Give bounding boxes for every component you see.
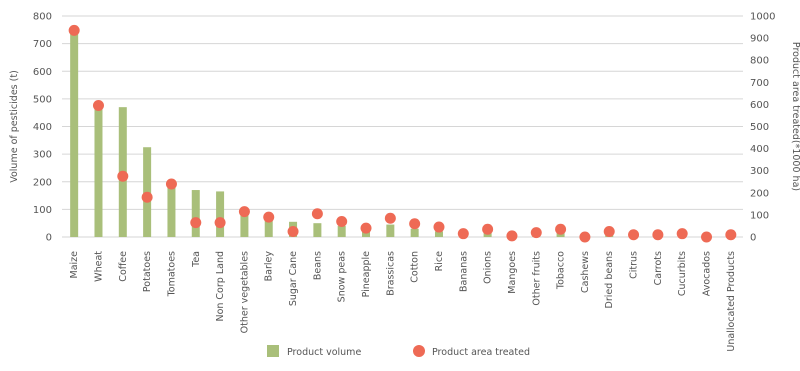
y-right-tick-label: 500 (750, 122, 769, 133)
data-point (238, 206, 250, 218)
x-tick-label: Cotton (410, 251, 421, 283)
data-point (141, 191, 153, 203)
data-point (311, 208, 323, 220)
x-tick-label: Dried beans (604, 251, 615, 308)
x-tick-label: Rice (434, 251, 445, 271)
y-right-tick-label: 600 (750, 100, 769, 111)
bar (337, 225, 346, 237)
legend-label-volume: Product volume (287, 347, 361, 358)
legend-swatch-volume (267, 345, 279, 357)
x-tick-label: Unallocated Products (726, 251, 737, 352)
x-tick-label: Carrots (653, 251, 664, 285)
y-left-tick-label: 0 (46, 233, 52, 244)
data-point (92, 100, 104, 112)
data-point (725, 229, 737, 241)
y-right-tick-label: 300 (750, 166, 769, 177)
x-tick-label: Other vegetables (239, 251, 250, 333)
bar (240, 213, 249, 237)
data-point (360, 222, 372, 234)
x-tick-label: Tomatoes (166, 251, 177, 297)
x-tick-label: Mangoes (507, 251, 518, 294)
y-left-tick-label: 300 (33, 150, 52, 161)
data-point (165, 178, 177, 190)
data-point (214, 217, 226, 229)
legend-swatch-area (413, 345, 425, 357)
data-point (433, 221, 445, 233)
x-tick-label: Coffee (118, 251, 129, 282)
x-tick-label: Non Corp Land (215, 251, 226, 322)
data-point (263, 211, 275, 223)
data-point (555, 223, 567, 235)
bar (313, 223, 322, 237)
y-left-tick-label: 800 (33, 12, 52, 23)
x-tick-label: Beans (312, 251, 323, 280)
x-tick-label: Barley (264, 251, 275, 282)
data-point (457, 228, 469, 240)
x-tick-label: Cashews (580, 251, 591, 293)
x-tick-label: Pineapple (361, 251, 372, 298)
y-right-tick-label: 200 (750, 188, 769, 199)
y-left-tick-label: 600 (33, 67, 52, 78)
x-tick-label: Sugar Cane (288, 251, 299, 306)
bar (94, 107, 103, 237)
y-right-tick-label: 800 (750, 56, 769, 67)
bar (434, 231, 443, 237)
x-tick-label: Bananas (458, 251, 469, 292)
bar (191, 190, 200, 237)
x-tick-label: Potatoes (142, 251, 153, 292)
data-point (336, 216, 348, 228)
x-tick-label: Brassicas (385, 251, 396, 296)
data-point (482, 223, 494, 235)
data-point (409, 218, 421, 230)
data-point (603, 225, 615, 237)
legend-label-area: Product area treated (432, 347, 530, 358)
x-tick-label: Other fruits (531, 251, 542, 306)
data-point (652, 229, 664, 241)
bar (386, 224, 395, 237)
y-right-tick-label: 100 (750, 210, 769, 221)
data-point (506, 230, 518, 242)
x-tick-label: Avocados (702, 251, 713, 296)
x-tick-label: Cucurbits (677, 251, 688, 296)
data-point (579, 231, 591, 243)
x-tick-label: Snow peas (337, 251, 348, 302)
y-left-tick-label: 700 (33, 39, 52, 50)
bar (167, 183, 176, 237)
data-point (701, 231, 713, 243)
data-point (287, 225, 299, 237)
bar (70, 31, 79, 237)
bar (483, 232, 492, 237)
data-point (384, 212, 396, 224)
bar (216, 191, 225, 237)
y-right-tick-label: 400 (750, 144, 769, 155)
y-right-tick-label: 1000 (750, 12, 775, 23)
x-tick-label: Tobacco (556, 251, 567, 290)
bar (410, 228, 419, 237)
y-right-tick-label: 0 (750, 233, 756, 244)
x-tick-label: Wheat (93, 251, 104, 282)
y-left-axis-title: Volume of pesticides (t) (9, 70, 20, 183)
y-left-tick-label: 400 (33, 122, 52, 133)
y-right-axis-title: Product area treated(*1000 ha) (790, 42, 800, 191)
data-point (530, 227, 542, 239)
data-point (676, 228, 688, 240)
x-tick-label: Tea (191, 251, 202, 268)
y-right-tick-label: 700 (750, 78, 769, 89)
data-point (68, 24, 80, 36)
data-point (190, 217, 202, 229)
bar (264, 219, 273, 237)
y-right-tick-label: 900 (750, 34, 769, 45)
x-tick-label: Maize (69, 251, 80, 279)
y-left-tick-label: 200 (33, 177, 52, 188)
data-point (628, 229, 640, 241)
data-point (117, 170, 129, 182)
y-left-tick-label: 500 (33, 94, 52, 105)
y-left-tick-label: 100 (33, 205, 52, 216)
x-tick-label: Citrus (629, 251, 640, 279)
x-tick-label: Onions (483, 251, 494, 284)
